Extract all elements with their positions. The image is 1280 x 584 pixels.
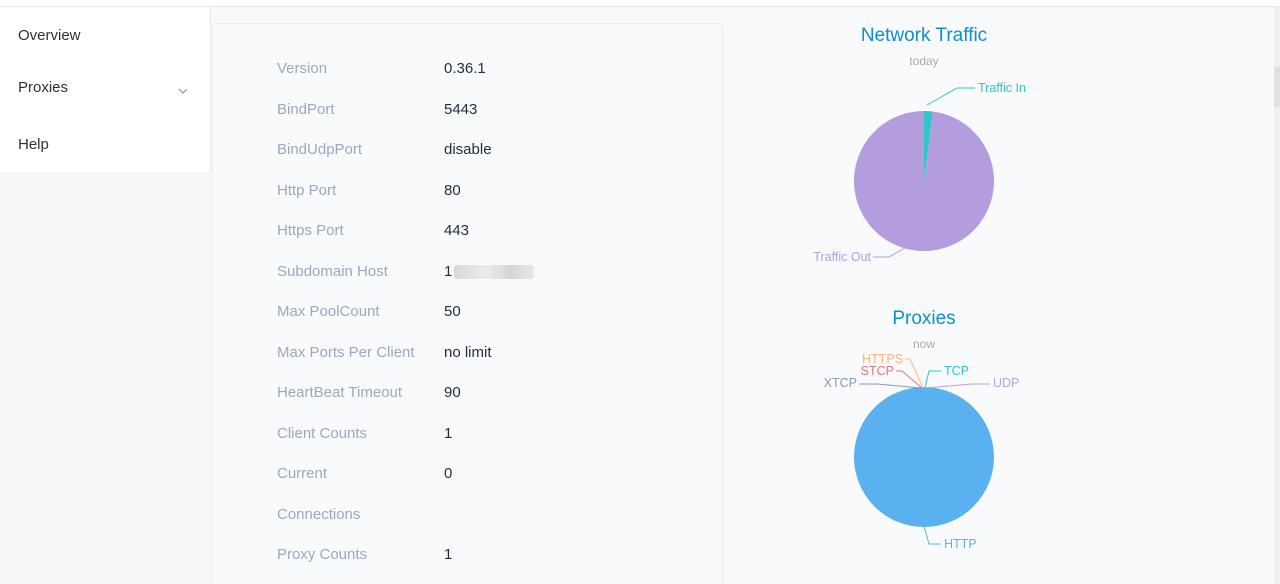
info-key: BindUdpPort <box>277 141 363 158</box>
sidebar-background <box>0 172 211 584</box>
label-line-https <box>905 358 924 389</box>
pie-slices <box>854 111 994 251</box>
info-value: 443 <box>444 222 470 239</box>
legend-label-http: HTTP <box>944 537 977 551</box>
label-line-udp <box>924 383 990 389</box>
legend-label-udp: UDP <box>993 376 1019 390</box>
info-key: BindPort <box>277 101 335 118</box>
info-value: 90 <box>444 384 461 401</box>
label-line-xtcp <box>859 383 922 389</box>
info-row-heartbeat-timeout: HeartBeat Timeout 90 <box>213 384 722 408</box>
info-row-bindport: BindPort 5443 <box>213 101 722 125</box>
legend-label-traffic-in: Traffic In <box>978 81 1026 95</box>
sidebar-item-label: Help <box>18 135 49 153</box>
info-value: 50 <box>444 303 461 320</box>
info-row-max-poolcount: Max PoolCount 50 <box>213 303 722 327</box>
info-value: 80 <box>444 182 461 199</box>
label-line-http <box>923 525 941 545</box>
label-line-traffic-out <box>873 239 920 258</box>
info-key: Current <box>277 465 328 482</box>
scrollbar[interactable] <box>1274 7 1280 584</box>
info-value: 1 <box>444 425 453 442</box>
sidebar-item-proxies[interactable]: Proxies <box>0 59 210 115</box>
chart-title: Network Traffic <box>861 25 987 46</box>
info-key: Max Ports Per Client <box>277 344 415 361</box>
info-row-https-port: Https Port 443 <box>213 222 722 246</box>
legend-label-traffic-out: Traffic Out <box>813 250 871 264</box>
info-value: 5443 <box>444 101 478 118</box>
info-key: Version <box>277 60 328 77</box>
info-row-max-ports-per-client: Max Ports Per Client no limit <box>213 344 722 368</box>
chart-subtitle: today <box>909 54 938 68</box>
info-value: 0.36.1 <box>444 60 486 77</box>
label-line-tcp <box>924 370 941 389</box>
info-row-client-counts: Client Counts 1 <box>213 425 722 449</box>
charts-svg: Network Traffic today Traffic In Traffic… <box>813 25 1026 551</box>
info-value: 1 <box>444 263 453 280</box>
info-key: Connections <box>277 506 361 523</box>
info-value: 0 <box>444 465 453 482</box>
info-key: Http Port <box>277 182 337 199</box>
charts-panel: Network Traffic today Traffic In Traffic… <box>722 7 1280 584</box>
info-value: 1 <box>444 546 453 563</box>
info-row-connections: Connections <box>213 506 722 530</box>
pie-slice-http[interactable] <box>854 387 994 527</box>
pie-slice-traffic-in[interactable] <box>924 111 933 181</box>
chart-subtitle: now <box>913 337 935 351</box>
pie-slices <box>854 387 994 527</box>
sidebar: Overview Proxies Help <box>0 7 211 172</box>
info-row-bindudpport: BindUdpPort disable <box>213 141 722 165</box>
network-traffic-chart: Network Traffic today Traffic In Traffic… <box>813 25 1026 264</box>
legend-label-tcp: TCP <box>944 364 969 378</box>
label-line-stcp <box>896 370 923 389</box>
server-info-card: Version 0.36.1 BindPort 5443 BindUdpPort… <box>212 23 723 584</box>
info-row-proxy-counts: Proxy Counts 1 <box>213 546 722 570</box>
redacted-blur <box>454 265 535 280</box>
info-row-http-port: Http Port 80 <box>213 182 722 206</box>
info-key: Https Port <box>277 222 344 239</box>
legend-label-stcp: STCP <box>861 364 894 378</box>
info-row-current: Current 0 <box>213 465 722 489</box>
info-value: disable <box>444 141 492 158</box>
info-key: Max PoolCount <box>277 303 380 320</box>
chevron-down-icon <box>178 81 188 98</box>
info-row-subdomain-host: Subdomain Host 1 <box>213 263 722 287</box>
legend-label-https: HTTPS <box>862 352 903 366</box>
info-key: Client Counts <box>277 425 368 442</box>
sidebar-item-help[interactable]: Help <box>0 116 210 172</box>
pie-slice-traffic-out[interactable] <box>854 111 994 251</box>
top-border <box>0 0 1280 7</box>
label-line-traffic-in <box>926 87 975 106</box>
info-key: HeartBeat Timeout <box>277 384 403 401</box>
scrollbar-thumb[interactable] <box>1274 67 1280 107</box>
proxies-chart: Proxies now TCP UDP HTTPS STCP XTCP HTTP <box>824 308 1020 551</box>
info-value-redacted: 1 <box>444 263 535 280</box>
info-key: Proxy Counts <box>277 546 368 563</box>
info-value: no limit <box>444 344 492 361</box>
info-row-version: Version 0.36.1 <box>213 60 722 84</box>
chart-title: Proxies <box>892 308 955 329</box>
sidebar-item-label: Proxies <box>18 78 69 96</box>
sidebar-item-label: Overview <box>18 26 81 44</box>
info-key: Subdomain Host <box>277 263 388 280</box>
legend-label-xtcp: XTCP <box>824 376 857 390</box>
sidebar-item-overview[interactable]: Overview <box>0 7 210 63</box>
